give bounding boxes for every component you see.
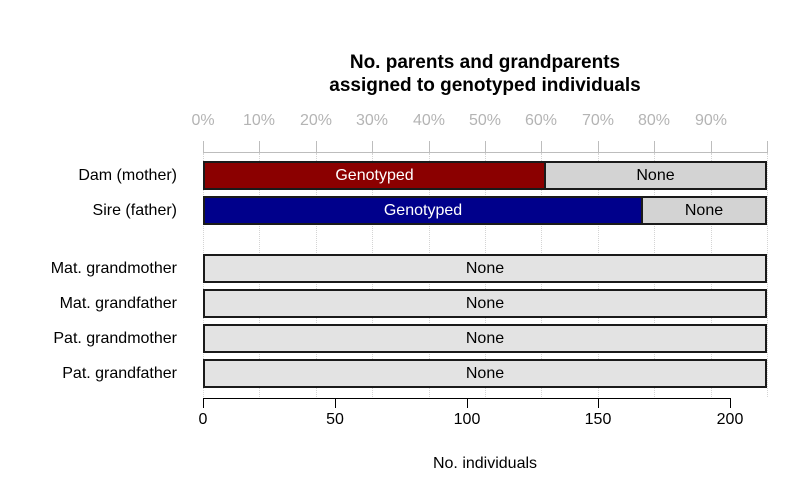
percent-tick: [316, 141, 317, 152]
bar-segment-label: Genotyped: [335, 166, 414, 184]
percent-tick: [259, 141, 260, 152]
percent-tick: [485, 141, 486, 152]
percent-tick-label: 80%: [637, 112, 671, 129]
row-label: Pat. grandmother: [53, 329, 177, 347]
bottom-tick: [203, 398, 204, 408]
percent-tick-label: 40%: [412, 112, 446, 129]
percent-tick: [372, 141, 373, 152]
bottom-tick: [335, 398, 336, 408]
bottom-tick-label: 150: [584, 411, 612, 428]
chart-title: No. parents and grandparents assigned to…: [329, 52, 641, 96]
row-label: Sire (father): [92, 201, 177, 219]
percent-tick-label: 0%: [191, 112, 215, 129]
bar-segment: None: [641, 196, 767, 225]
bottom-tick-label: 50: [326, 411, 344, 428]
bar-segment-label: None: [684, 201, 724, 219]
x-axis-title: No. individuals: [432, 455, 538, 472]
bar-segment: Genotyped: [203, 196, 643, 225]
percent-tick-label: 30%: [355, 112, 389, 129]
percent-tick: [767, 141, 768, 152]
percent-tick-label: 60%: [524, 112, 558, 129]
bar-segment-label: None: [636, 166, 675, 184]
bar-segment: None: [203, 254, 767, 283]
bar-segment: None: [203, 324, 767, 353]
percent-tick-label: 90%: [694, 112, 728, 129]
row-label: Mat. grandfather: [59, 294, 177, 312]
percent-tick: [598, 141, 599, 152]
row-label: Mat. grandmother: [50, 259, 177, 277]
bar-segment-label: None: [465, 364, 505, 382]
bar-segment-label: None: [465, 259, 505, 277]
percent-tick-label: 70%: [581, 112, 615, 129]
bottom-tick: [730, 398, 731, 408]
bar-segment: None: [203, 359, 767, 388]
bar-segment: None: [203, 289, 767, 318]
bottom-tick-label: 0: [198, 411, 208, 428]
percent-tick: [711, 141, 712, 152]
bottom-tick-label: 100: [453, 411, 481, 428]
bottom-tick-label: 200: [716, 411, 744, 428]
bar-segment: None: [544, 161, 767, 190]
bar-segment-label: Genotyped: [383, 201, 463, 219]
percent-tick: [541, 141, 542, 152]
row-label: Pat. grandfather: [62, 364, 177, 382]
bar-segment: Genotyped: [203, 161, 546, 190]
percent-tick: [429, 141, 430, 152]
gridline: [767, 153, 768, 397]
percent-tick-label: 10%: [242, 112, 276, 129]
percent-tick: [203, 141, 204, 152]
percent-tick: [654, 141, 655, 152]
percent-tick-label: 20%: [299, 112, 333, 129]
bottom-tick: [598, 398, 599, 408]
top-axis-line: [203, 152, 768, 153]
percent-tick-label: 50%: [468, 112, 502, 129]
row-label: Dam (mother): [78, 166, 177, 184]
bottom-tick: [467, 398, 468, 408]
bar-segment-label: None: [465, 294, 505, 312]
bar-segment-label: None: [465, 329, 505, 347]
